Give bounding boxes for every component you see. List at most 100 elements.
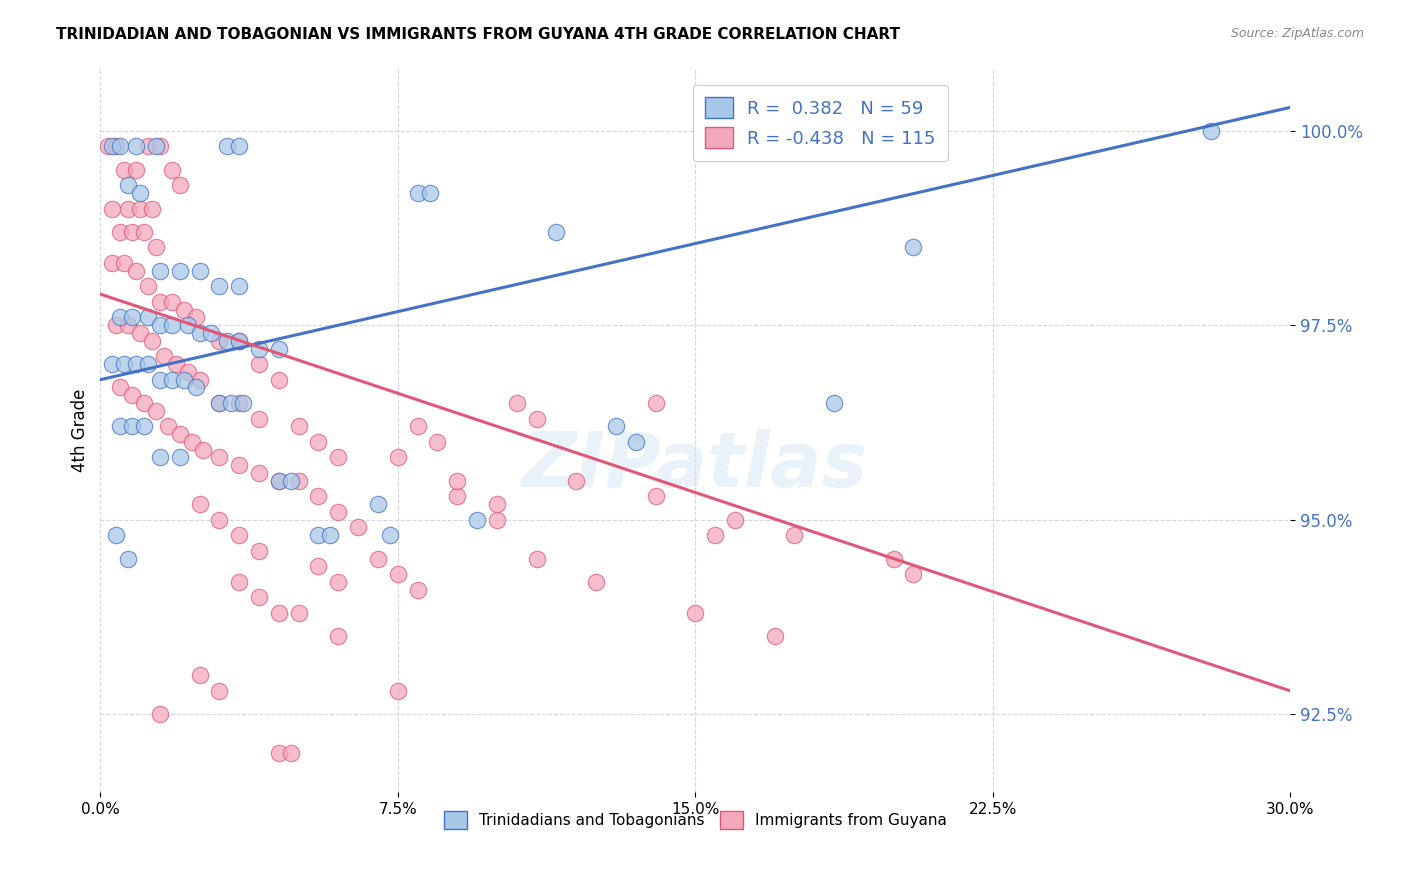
Point (287, 606, 309, 620)
Point (247, 357, 270, 371)
Point (267, 373, 290, 387)
Point (208, 683, 231, 698)
Point (108, 380, 131, 394)
Point (112, 162, 135, 177)
Point (1199, 124, 1222, 138)
Point (165, 357, 187, 371)
Point (136, 357, 159, 371)
Point (287, 474, 309, 488)
Point (125, 139, 148, 153)
Point (108, 419, 131, 434)
Point (149, 139, 172, 153)
Point (228, 396, 250, 410)
Point (101, 202, 124, 216)
Point (903, 567, 925, 582)
Point (267, 746, 290, 760)
Point (188, 373, 211, 387)
Point (141, 334, 163, 348)
Point (193, 442, 215, 457)
Point (145, 240, 167, 254)
Point (188, 668, 211, 682)
Point (387, 450, 409, 465)
Y-axis label: 4th Grade: 4th Grade (72, 389, 89, 472)
Point (117, 318, 139, 333)
Point (406, 419, 429, 434)
Point (418, 186, 440, 200)
Point (228, 528, 250, 542)
Point (546, 225, 568, 239)
Point (169, 427, 191, 442)
Point (108, 225, 131, 239)
Point (763, 629, 786, 643)
Legend: Trinidadians and Tobagonians, Immigrants from Guyana: Trinidadians and Tobagonians, Immigrants… (437, 805, 953, 835)
Point (112, 256, 135, 270)
Point (367, 497, 389, 511)
Point (160, 373, 183, 387)
Point (287, 419, 309, 434)
Point (446, 489, 468, 503)
Point (145, 404, 167, 418)
Point (176, 365, 198, 379)
Point (121, 225, 143, 239)
Point (485, 513, 508, 527)
Point (105, 318, 128, 333)
Point (267, 474, 290, 488)
Point (247, 411, 270, 425)
Point (208, 450, 231, 465)
Point (105, 139, 128, 153)
Point (328, 505, 350, 519)
Point (605, 419, 627, 434)
Point (200, 326, 222, 340)
Point (149, 294, 172, 309)
Point (145, 139, 167, 153)
Point (280, 746, 302, 760)
Point (378, 528, 401, 542)
Point (308, 489, 330, 503)
Point (149, 264, 172, 278)
Point (228, 458, 250, 473)
Point (97, 139, 120, 153)
Point (267, 474, 290, 488)
Point (169, 264, 191, 278)
Point (208, 396, 231, 410)
Point (387, 683, 409, 698)
Point (184, 310, 207, 325)
Point (121, 310, 143, 325)
Point (105, 528, 128, 542)
Point (228, 334, 250, 348)
Point (101, 256, 124, 270)
Point (180, 434, 202, 449)
Point (485, 497, 508, 511)
Point (347, 520, 370, 534)
Point (101, 139, 124, 153)
Point (247, 544, 270, 558)
Point (184, 380, 207, 394)
Point (308, 559, 330, 574)
Point (208, 279, 231, 293)
Point (132, 225, 155, 239)
Point (108, 139, 131, 153)
Point (308, 528, 330, 542)
Point (149, 450, 172, 465)
Point (704, 528, 727, 542)
Point (112, 357, 135, 371)
Point (125, 162, 148, 177)
Point (129, 326, 152, 340)
Point (208, 513, 231, 527)
Point (169, 450, 191, 465)
Point (188, 264, 211, 278)
Point (328, 629, 350, 643)
Point (1260, 886, 1282, 892)
Point (565, 474, 588, 488)
Point (121, 419, 143, 434)
Point (208, 334, 231, 348)
Point (149, 318, 172, 333)
Point (176, 318, 198, 333)
Point (228, 574, 250, 589)
Point (328, 450, 350, 465)
Point (724, 513, 747, 527)
Point (173, 373, 195, 387)
Text: TRINIDADIAN AND TOBAGONIAN VS IMMIGRANTS FROM GUYANA 4TH GRADE CORRELATION CHART: TRINIDADIAN AND TOBAGONIAN VS IMMIGRANTS… (56, 27, 900, 42)
Point (160, 318, 183, 333)
Point (153, 349, 176, 363)
